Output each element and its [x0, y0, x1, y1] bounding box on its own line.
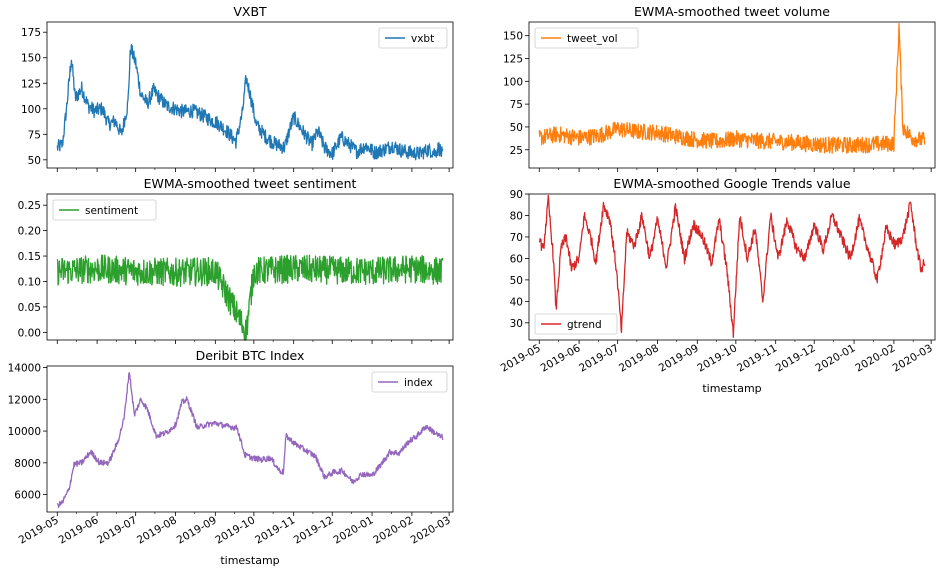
x-tick-label: 2019-06 — [57, 514, 101, 546]
y-tick-label: 0.00 — [18, 327, 41, 339]
x-tick-label: 2019-06 — [539, 342, 583, 374]
x-tick-label: 2019-10 — [695, 342, 739, 374]
series-line-vxbt — [56, 43, 444, 161]
x-tick-label: 2019-12 — [292, 514, 336, 546]
x-axis-label: timestamp — [220, 554, 279, 567]
x-tick-label: 2019-05 — [499, 342, 543, 374]
x-tick-label: 2019-12 — [774, 342, 818, 374]
legend: vxbt — [378, 27, 448, 49]
panel-title: Deribit BTC Index — [196, 348, 305, 363]
y-tick-label: 125 — [503, 54, 523, 66]
y-tick-label: 10000 — [8, 426, 41, 438]
plot-frame — [46, 365, 454, 513]
y-tick-label: 150 — [503, 31, 523, 43]
y-tick-label: 25 — [510, 145, 523, 157]
legend-box — [534, 313, 618, 335]
panel-1: EWMA-smoothed tweet volume 25 50 75 100 125 15… — [503, 4, 936, 172]
y-tick-label: 125 — [21, 78, 41, 90]
x-tick-label: 2020-03 — [891, 342, 935, 374]
legend-box — [371, 371, 448, 393]
legend: gtrend — [534, 313, 618, 335]
y-tick-label: 90 — [510, 189, 523, 201]
plot-frame — [528, 193, 936, 341]
legend-box — [52, 199, 157, 221]
x-tick-label: 2020-02 — [371, 514, 415, 546]
legend-label: tweet_vol — [567, 33, 618, 45]
x-tick-label: 2019-11 — [735, 342, 779, 374]
legend: index — [371, 371, 448, 393]
legend-box — [378, 27, 448, 49]
series-line-gtrend — [538, 194, 926, 338]
y-tick-label: 150 — [21, 53, 41, 65]
x-tick-label: 2019-05 — [17, 514, 61, 546]
x-tick-label: 2019-08 — [617, 342, 661, 374]
y-tick-label: 70 — [510, 232, 523, 244]
y-tick-label: 60 — [510, 253, 523, 265]
x-tick-label: 2019-07 — [95, 514, 139, 546]
x-tick-label: 2019-09 — [657, 342, 701, 374]
y-tick-label: 75 — [510, 99, 523, 111]
legend: sentiment — [52, 199, 157, 221]
x-tick-label: 2019-10 — [213, 514, 257, 546]
y-tick-label: 80 — [510, 210, 523, 222]
series-line-tweet_vol — [538, 23, 926, 154]
x-tick-label: 2019-08 — [135, 514, 179, 546]
y-tick-label: 50 — [510, 275, 523, 287]
plot-frame — [528, 21, 936, 169]
y-tick-label: 0.20 — [18, 226, 41, 238]
y-tick-label: 14000 — [8, 363, 41, 375]
panel-title: EWMA-smoothed tweet volume — [634, 4, 830, 19]
y-tick-label: 175 — [21, 27, 41, 39]
y-tick-label: 0.15 — [18, 251, 41, 263]
x-tick-label: 2019-07 — [577, 342, 621, 374]
legend: tweet_vol — [534, 27, 639, 49]
legend-label: vxbt — [411, 33, 434, 45]
y-tick-label: 40 — [510, 296, 523, 308]
panel-3: EWMA-smoothed Google Trends value 30 40 50 6… — [499, 176, 936, 395]
series-line-index — [56, 372, 444, 509]
y-tick-label: 8000 — [14, 458, 41, 470]
y-tick-label: 6000 — [14, 490, 41, 502]
y-tick-label: 75 — [28, 129, 41, 141]
plot-frame — [46, 193, 454, 341]
y-tick-label: 0.10 — [18, 276, 41, 288]
y-tick-label: 0.05 — [18, 302, 41, 314]
panel-2: EWMA-smoothed tweet sentiment 0.00 0.05 0.1… — [18, 176, 454, 344]
legend-label: sentiment — [85, 205, 138, 217]
y-tick-label: 50 — [28, 155, 41, 167]
x-tick-label: 2020-01 — [814, 342, 858, 374]
legend-label: index — [404, 377, 433, 389]
series-line-sentiment — [56, 254, 444, 341]
x-tick-label: 2020-03 — [409, 514, 453, 546]
y-tick-label: 50 — [510, 122, 523, 134]
legend-label: gtrend — [567, 319, 602, 331]
x-tick-label: 2020-02 — [853, 342, 897, 374]
x-tick-label: 2019-09 — [175, 514, 219, 546]
x-tick-label: 2020-01 — [332, 514, 376, 546]
x-tick-label: 2019-11 — [253, 514, 297, 546]
y-tick-label: 0.25 — [18, 200, 41, 212]
panel-title: VXBT — [233, 4, 267, 19]
panel-0: VXBT 50 75 100 125 150 175 vxbt — [21, 4, 454, 172]
panel-title: EWMA-smoothed Google Trends value — [613, 176, 850, 191]
plot-frame — [46, 21, 454, 169]
y-tick-label: 100 — [503, 76, 523, 88]
y-tick-label: 100 — [21, 104, 41, 116]
y-tick-label: 12000 — [8, 394, 41, 406]
panel-title: EWMA-smoothed tweet sentiment — [144, 176, 357, 191]
x-axis-label: timestamp — [702, 382, 761, 395]
y-tick-label: 30 — [510, 318, 523, 330]
panel-4: Deribit BTC Index 6000 8000 10000 12000 14000… — [8, 348, 454, 567]
legend-box — [534, 27, 639, 49]
